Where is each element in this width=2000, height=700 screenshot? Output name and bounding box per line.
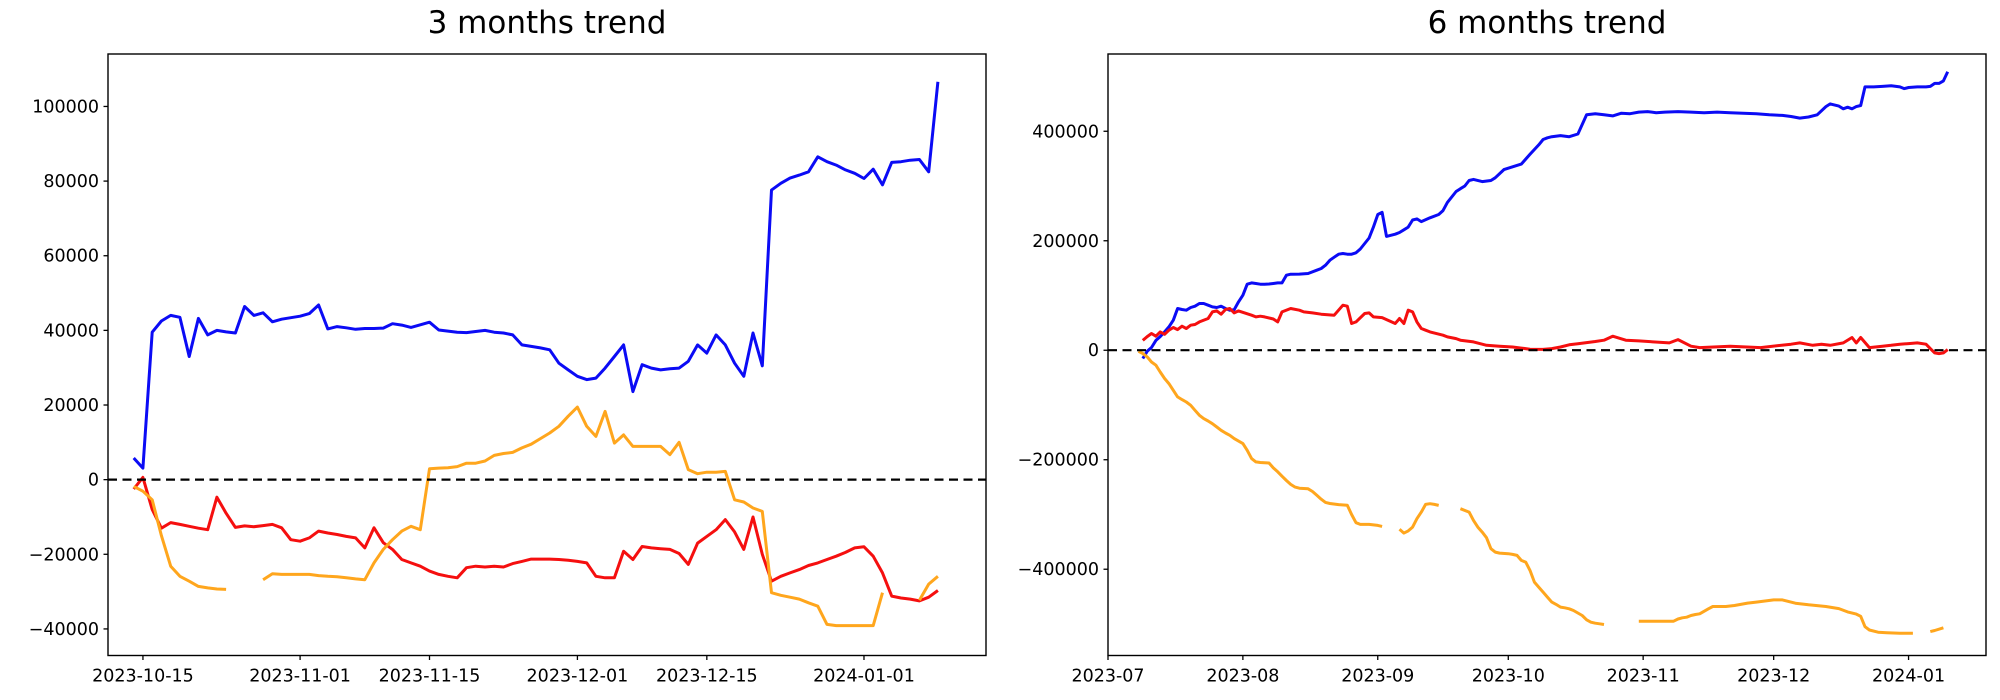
x-tick-label: 2023-09: [1341, 667, 1414, 687]
y-tick-label: 60000: [43, 247, 99, 267]
x-tick-label: 2023-11-01: [249, 667, 351, 687]
y-tick-label: −400000: [1018, 560, 1099, 580]
y-tick-label: −200000: [1018, 451, 1099, 471]
x-tick-label: 2023-10-15: [92, 667, 194, 687]
chart-title-3-months: 3 months trend: [427, 5, 667, 41]
series-line-orange: [918, 575, 939, 601]
chart-3-months-trend: 3 months trend 2023-10-15 2023-11-01 2023-…: [29, 5, 987, 687]
series-line-orange: [133, 485, 227, 591]
axes-frame: [1107, 53, 1987, 657]
y-tick-label: 20000: [43, 396, 99, 416]
series-line-blue: [1141, 71, 1950, 360]
chart-title-6-months: 6 months trend: [1427, 5, 1667, 41]
y-tick-label: −40000: [29, 620, 99, 640]
y-tick-label: 0: [88, 471, 99, 491]
y-tick-label: 80000: [43, 172, 99, 192]
x-tick-label: 2023-12-15: [656, 667, 758, 687]
series-line-orange: [1929, 626, 1944, 634]
series-line-orange: [1137, 349, 1383, 528]
x-tick-label: 2024-01-01: [813, 667, 915, 687]
plot-3-months: 2023-10-15 2023-11-01 2023-11-15 2023-12-01…: [29, 53, 987, 687]
x-tick-label: 2024-01: [1872, 667, 1945, 687]
series-line-orange: [262, 405, 884, 628]
series-line-orange: [1398, 502, 1440, 535]
y-tick-label: 100000: [32, 97, 99, 117]
x-tick-label: 2023-11: [1607, 667, 1680, 687]
series-line-red: [132, 475, 939, 603]
x-tick-label: 2023-08: [1206, 667, 1279, 687]
y-tick-label: 40000: [43, 321, 99, 341]
axes-frame: [107, 53, 987, 657]
x-tick-label: 2023-12-01: [527, 667, 629, 687]
y-tick-label: 400000: [1032, 122, 1099, 142]
x-tick-label: 2023-10: [1472, 667, 1545, 687]
x-tick-label: 2023-12: [1737, 667, 1810, 687]
chart-6-months-trend: 6 months trend 2023-07 2023-08 2023-09 2023…: [1000, 0, 2000, 700]
series-line-red: [1141, 303, 1949, 356]
plot-6-months: 2023-07 2023-08 2023-09 2023-10 2023-11 2023-…: [1018, 53, 1987, 687]
y-tick-label: 200000: [1032, 232, 1099, 252]
x-tick-label: 2023-07: [1071, 667, 1144, 687]
series-line-orange: [1638, 598, 1913, 635]
y-tick-label: 0: [1088, 341, 1099, 361]
series-line-blue: [132, 81, 940, 470]
y-tick-label: −20000: [29, 545, 99, 565]
series-line-orange: [1459, 507, 1605, 626]
x-tick-label: 2023-11-15: [379, 667, 481, 687]
